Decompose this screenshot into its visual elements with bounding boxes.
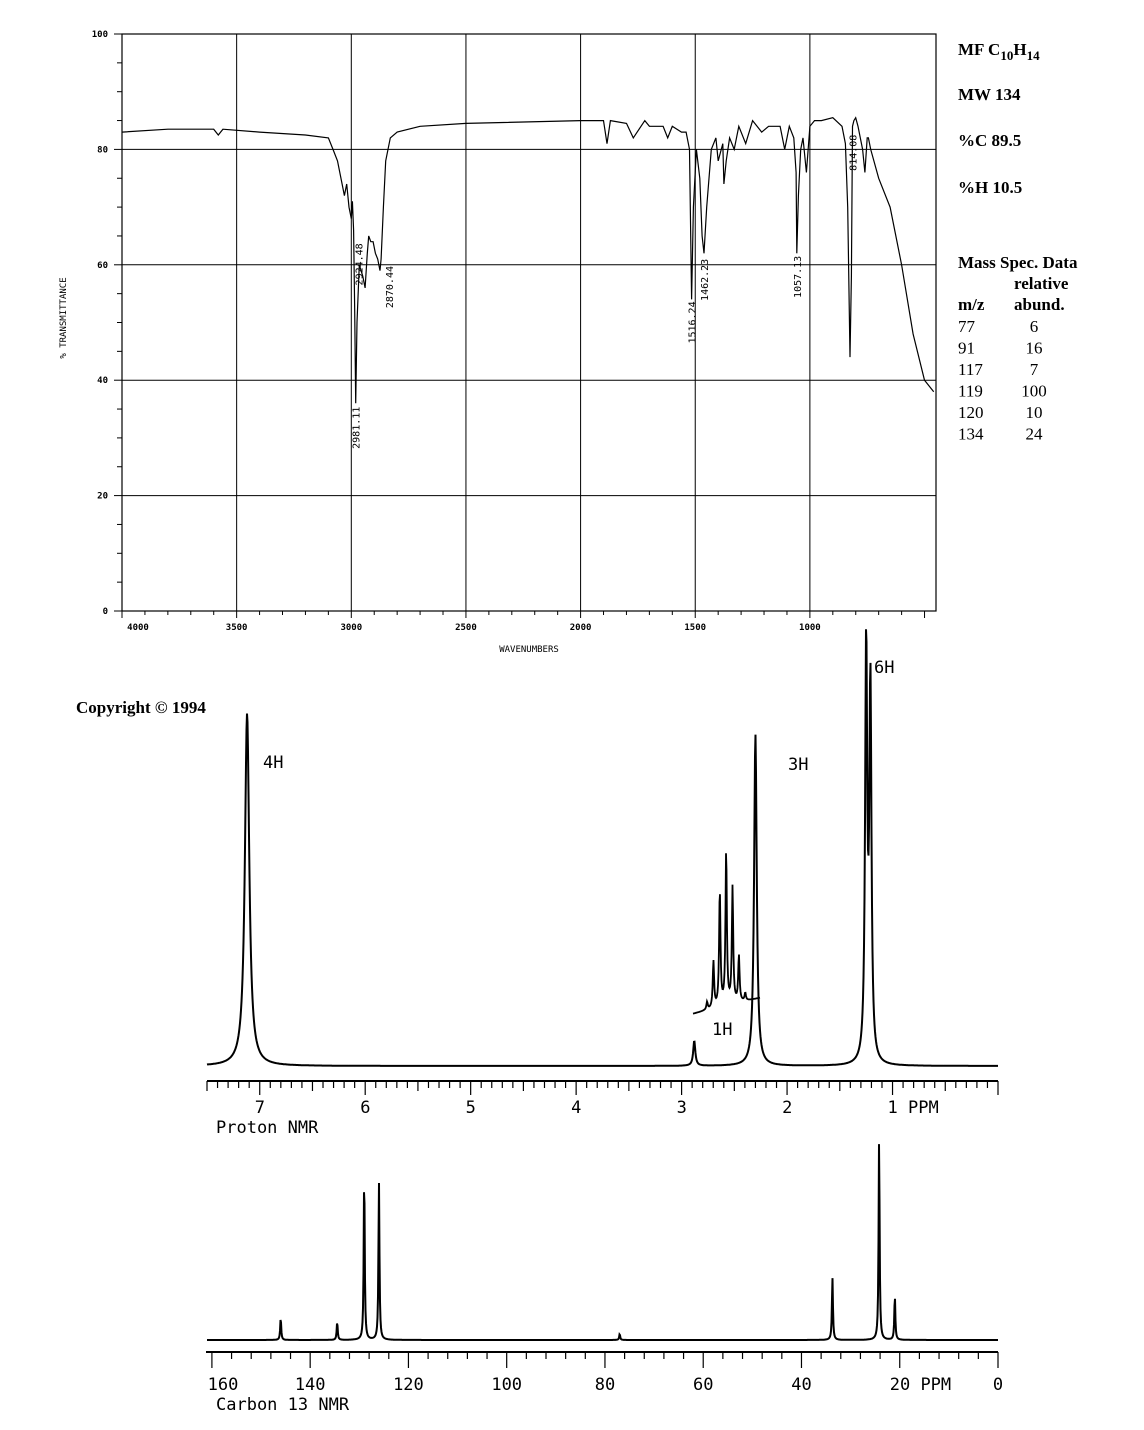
proton-nmr-chart: 7 6 5 4 3 2 1 PPM 4H 1H 3H 6H Proton NMR [206,629,999,1138]
mass-spec-title: Mass Spec. Data [958,253,1078,272]
ir-y-axis-label: % TRANSMITTANCE [59,277,69,358]
mass-mz-value: 134 [958,425,984,444]
proton-nmr-caption: Proton NMR [216,1118,319,1138]
ir-x-tick-label: 1500 [684,623,706,633]
proton-nmr-tick-labels: 7 6 5 4 3 2 1 PPM [255,1098,939,1118]
mass-mz-value: 120 [958,403,984,422]
proton-nmr-integration: 4H [263,753,283,773]
ir-y-tick-label: 60 [97,261,108,271]
ir-minor-ticks [114,33,926,618]
molecular-weight: MW 134 [958,85,1021,104]
ir-peak-label: 814.08 [849,135,860,171]
proton-nmr-multiplet-inset [692,853,761,1015]
mass-abundance-value: 7 [1030,360,1039,379]
proton-nmr-integration-labels: 4H 1H 3H 6H [263,658,894,1040]
ir-y-tick-labels: 100 80 60 40 20 0 [92,30,108,617]
carbon-nmr-tick-label: 0 [993,1375,1003,1395]
carbon-nmr-spectrum-line [207,1144,998,1341]
proton-nmr-integration: 3H [788,755,808,775]
mass-col-abund: abund. [1014,295,1065,314]
proton-nmr-integration: 6H [874,658,894,678]
proton-nmr-tick-label: 2 [782,1098,792,1118]
proton-nmr-tick-label: 5 [466,1098,476,1118]
carbon-nmr-tick-label: 100 [491,1375,522,1395]
ir-x-tick-label: 3500 [226,623,248,633]
mass-abundance-value: 16 [1026,339,1043,358]
percent-carbon: %C 89.5 [958,131,1021,150]
mass-spec-table: 77 6 91 16 117 7 119 100 120 10 134 24 [958,317,1047,444]
carbon-nmr-caption: Carbon 13 NMR [216,1395,350,1415]
compound-info: MF C10H14 MW 134 %C 89.5 %H 10.5 Mass Sp… [958,40,1078,444]
percent-hydrogen: %H 10.5 [958,178,1022,197]
mass-mz-value: 117 [958,360,983,379]
carbon-nmr-tick-labels: 160 140 120 100 80 60 40 20 PPM 0 [208,1375,1003,1395]
ir-x-tick-label: 2500 [455,623,477,633]
ir-peak-label: 2924.48 [355,243,366,285]
carbon-nmr-tick-label: 80 [595,1375,615,1395]
ir-y-tick-label: 0 [103,607,108,617]
ir-peak-label: 2981.11 [352,407,363,449]
proton-nmr-ticks [206,1081,999,1095]
ir-x-tick-labels: 4000 3500 3000 2500 2000 1500 1000 [127,623,821,633]
mass-mz-value: 91 [958,339,975,358]
proton-nmr-spectrum-line [206,629,998,1067]
ir-transmittance-line [121,116,935,404]
mass-abundance-value: 6 [1030,317,1039,336]
mass-mz-value: 119 [958,382,983,401]
ir-x-tick-label: 4000 [127,623,149,633]
molecular-formula: MF C10H14 [958,40,1040,63]
ir-x-tick-label: 2000 [570,623,592,633]
mass-col-relative: relative [1014,274,1069,293]
mass-col-mz: m/z [958,295,985,314]
ir-peak-label: 2870.44 [385,266,396,308]
copyright-notice: Copyright © 1994 [76,698,206,717]
mass-mz-value: 77 [958,317,976,336]
proton-nmr-integration: 1H [712,1020,732,1040]
ir-peak-label: 1462.23 [700,259,711,301]
proton-nmr-tick-label: 1 PPM [888,1098,939,1118]
ir-peak-label: 1057.13 [793,256,804,298]
carbon-nmr-tick-label: 140 [295,1375,326,1395]
carbon-nmr-tick-label: 40 [791,1375,811,1395]
mf-sub-hydrogen: 14 [1027,48,1041,63]
ir-x-axis-label: WAVENUMBERS [499,645,559,655]
ir-y-tick-label: 80 [97,145,108,155]
proton-nmr-tick-label: 4 [571,1098,581,1118]
ir-spectrum-chart: 100 80 60 40 20 0 4000 3500 3000 2500 2000 1500 100… [59,30,937,655]
mf-hydrogen: H [1013,40,1026,59]
proton-nmr-tick-label: 3 [677,1098,687,1118]
ir-x-tick-label: 3000 [340,623,362,633]
mass-abundance-value: 10 [1026,403,1043,422]
carbon-nmr-tick-label: 120 [393,1375,424,1395]
ir-y-tick-label: 100 [92,30,108,40]
ir-peak-label: 1516.24 [688,301,699,343]
proton-nmr-tick-label: 7 [255,1098,265,1118]
ir-y-tick-label: 20 [97,492,108,502]
carbon-nmr-ticks [211,1352,999,1368]
proton-nmr-tick-label: 6 [360,1098,370,1118]
mass-abundance-value: 24 [1026,425,1044,444]
ir-x-tick-label: 1000 [799,623,821,633]
mf-prefix: MF C [958,40,1000,59]
mf-sub-carbon: 10 [1000,48,1013,63]
carbon-nmr-tick-label: 20 PPM [890,1375,951,1395]
ir-y-tick-label: 40 [97,376,108,386]
carbon-nmr-tick-label: 160 [208,1375,239,1395]
carbon-nmr-tick-label: 60 [693,1375,713,1395]
carbon-nmr-chart: 160 140 120 100 80 60 40 20 PPM 0 Carbon 13 NMR [206,1144,1003,1415]
mass-abundance-value: 100 [1021,382,1047,401]
